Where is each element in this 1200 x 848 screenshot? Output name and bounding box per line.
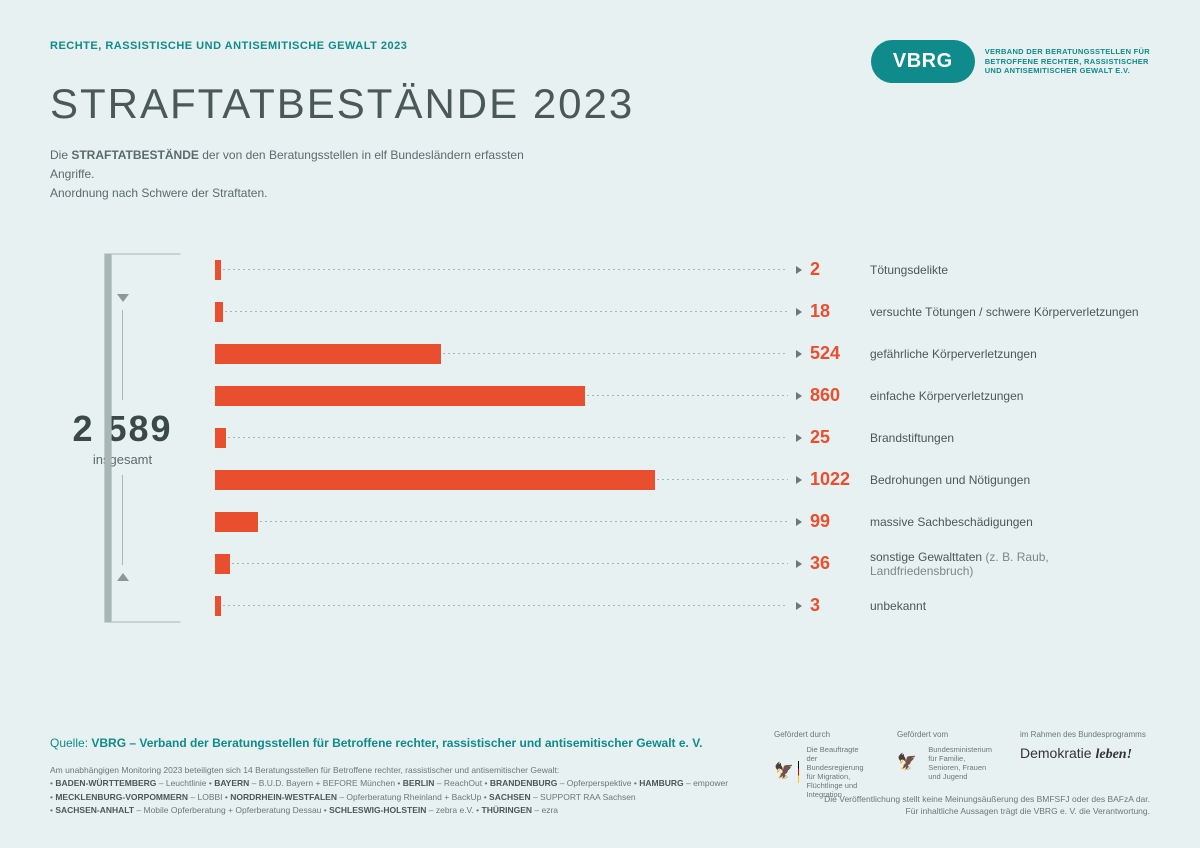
sponsor-row: Gefördert durch 🦅 Die Beauftragte der Bun… [774, 730, 1150, 799]
sponsor-1-logo: 🦅 Die Beauftragte der Bundesregierungfür … [774, 745, 869, 799]
arrow-right-icon [796, 308, 802, 316]
bar-value: 99 [810, 511, 870, 532]
source-text: VBRG – Verband der Beratungsstellen für … [91, 736, 702, 750]
flag-bar-icon [798, 761, 800, 783]
leader-line [223, 269, 788, 270]
bar-value: 2 [810, 259, 870, 280]
bar-label: massive Sachbeschädigungen [870, 515, 1150, 529]
bar-row: 1022Bedrohungen und Nötigungen [215, 459, 1150, 501]
sponsor-1: Gefördert durch 🦅 Die Beauftragte der Bun… [774, 730, 869, 799]
bar [215, 554, 230, 574]
logo-area: VBRG VERBAND DER BERATUNGSSTELLEN FÜRBET… [871, 40, 1150, 83]
bar-value: 36 [810, 553, 870, 574]
bar-label: Brandstiftungen [870, 431, 1150, 445]
header-left: RECHTE, RASSISTISCHE UND ANTISEMITISCHE … [50, 40, 871, 204]
bar-value: 524 [810, 343, 870, 364]
bar-row: 860einfache Körperverletzungen [215, 375, 1150, 417]
leader-line [225, 311, 788, 312]
bars-column: 2Tötungsdelikte18versuchte Tötungen / sc… [195, 249, 1150, 627]
footer: Quelle: VBRG – Verband der Beratungsstel… [50, 736, 1150, 818]
eagle-icon: 🦅 [897, 755, 917, 771]
arrow-right-icon [796, 560, 802, 568]
bar-value: 3 [810, 595, 870, 616]
bar-label: unbekannt [870, 599, 1150, 613]
sponsor-1-heading: Gefördert durch [774, 730, 869, 739]
bar-label: versuchte Tötungen / schwere Körperverle… [870, 305, 1150, 319]
arrow-right-icon [796, 434, 802, 442]
logo-text: VERBAND DER BERATUNGSSTELLEN FÜRBETROFFE… [985, 47, 1150, 76]
bar-row: 99massive Sachbeschädigungen [215, 501, 1150, 543]
leader-line [587, 395, 788, 396]
bar-label: gefährliche Körperverletzungen [870, 347, 1150, 361]
bar-row: 2Tötungsdelikte [215, 249, 1150, 291]
logo-badge: VBRG [871, 40, 975, 83]
sponsor-2: Gefördert vom 🦅 Bundesministeriumfür Fami… [897, 730, 992, 799]
leader-line [657, 479, 788, 480]
bar-label: Bedrohungen und Nötigungen [870, 473, 1150, 487]
disclaimer-text: Die Veröffentlichung stellt keine Meinun… [824, 793, 1150, 819]
header-row: RECHTE, RASSISTISCHE UND ANTISEMITISCHE … [50, 40, 1150, 204]
bar-label: einfache Körperverletzungen [870, 389, 1150, 403]
total-bracket [50, 249, 195, 627]
description: Die STRAFTATBESTÄNDE der von den Beratun… [50, 146, 570, 204]
total-column: 2 589 insgesamt [50, 249, 195, 627]
bar [215, 512, 258, 532]
small-title: RECHTE, RASSISTISCHE UND ANTISEMITISCHE … [50, 40, 871, 52]
leader-line [228, 437, 788, 438]
sponsor-2-heading: Gefördert vom [897, 730, 992, 739]
arrow-right-icon [796, 266, 802, 274]
arrow-right-icon [796, 518, 802, 526]
bar [215, 428, 226, 448]
bar [215, 302, 223, 322]
sponsor-2-text: Bundesministeriumfür Familie, Senioren, … [928, 745, 992, 781]
bar [215, 260, 221, 280]
demo-text-a: Demokratie [1020, 745, 1095, 761]
sponsor-3: im Rahmen des Bundesprogramms Demokratie… [1020, 730, 1150, 799]
bar-value: 1022 [810, 469, 870, 490]
leader-line [260, 521, 788, 522]
sponsor-3-heading: im Rahmen des Bundesprogramms [1020, 730, 1150, 739]
bar [215, 596, 221, 616]
arrow-right-icon [796, 476, 802, 484]
bar-row: 18versuchte Tötungen / schwere Körperver… [215, 291, 1150, 333]
bar-label: Tötungsdelikte [870, 263, 1150, 277]
leader-line [443, 353, 788, 354]
arrow-right-icon [796, 392, 802, 400]
bar-row: 524gefährliche Körperverletzungen [215, 333, 1150, 375]
leader-line [232, 563, 788, 564]
demokratie-leben-logo: Demokratie leben! [1020, 745, 1150, 763]
chart-area: 2 589 insgesamt 2Tötungsdelikte18versuch… [50, 249, 1150, 627]
demo-text-b: leben! [1095, 747, 1132, 762]
main-title: STRAFTATBESTÄNDE 2023 [50, 80, 871, 128]
notes-block: Am unabhängigen Monitoring 2023 beteilig… [50, 764, 790, 818]
leader-line [223, 605, 788, 606]
bar-row: 36sonstige Gewalttaten (z. B. Raub, Land… [215, 543, 1150, 585]
bar-row: 3unbekannt [215, 585, 1150, 627]
sponsor-2-logo: 🦅 Bundesministeriumfür Familie, Senioren,… [897, 745, 992, 781]
sponsor-1-text: Die Beauftragte der Bundesregierungfür M… [806, 745, 869, 799]
bar-label: sonstige Gewalttaten (z. B. Raub, Landfr… [870, 550, 1150, 578]
bar-row: 25Brandstiftungen [215, 417, 1150, 459]
bar-value: 25 [810, 427, 870, 448]
bar [215, 386, 585, 406]
arrow-right-icon [796, 602, 802, 610]
bar [215, 470, 655, 490]
bar-value: 18 [810, 301, 870, 322]
bar-value: 860 [810, 385, 870, 406]
bar [215, 344, 441, 364]
source-label: Quelle: [50, 736, 91, 750]
arrow-right-icon [796, 350, 802, 358]
eagle-icon: 🦅 [774, 764, 794, 780]
